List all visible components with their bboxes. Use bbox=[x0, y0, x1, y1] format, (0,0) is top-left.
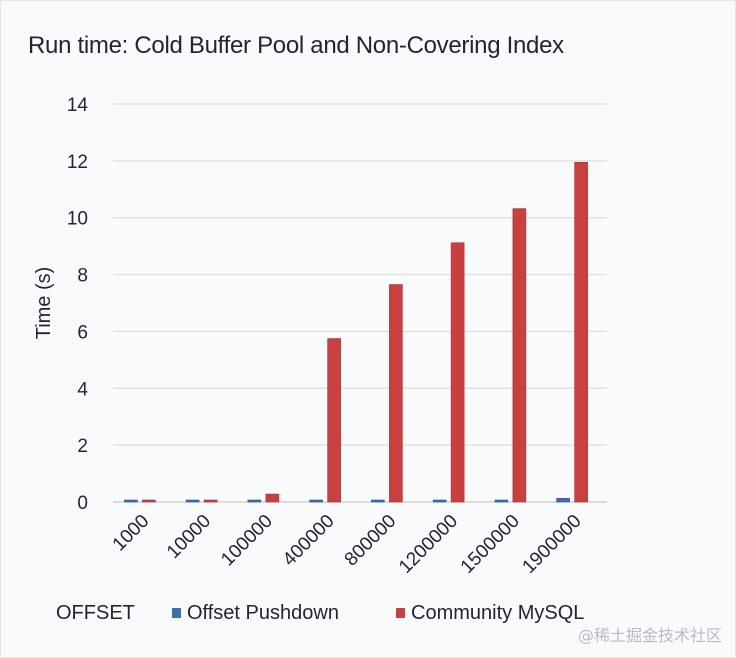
bar-offset-pushdown bbox=[309, 499, 323, 503]
legend-label: Community MySQL bbox=[411, 602, 585, 624]
y-tick-label: 8 bbox=[77, 266, 88, 287]
bar-offset-pushdown bbox=[124, 499, 138, 503]
bar-community-mysql bbox=[203, 499, 218, 503]
x-tick-label: 800000 bbox=[341, 511, 401, 571]
x-tick-label: 1200000 bbox=[395, 511, 462, 578]
bar-community-mysql bbox=[389, 284, 403, 503]
y-tick-label: 10 bbox=[67, 209, 88, 230]
bar-community-mysql bbox=[574, 161, 588, 503]
bar-community-mysql bbox=[142, 499, 156, 503]
y-axis-label: Time (s) bbox=[33, 267, 55, 340]
y-tick-label: 0 bbox=[77, 493, 88, 514]
y-tick-label: 12 bbox=[67, 152, 88, 173]
y-tick-label: 2 bbox=[77, 436, 88, 457]
bar-offset-pushdown bbox=[247, 499, 262, 503]
bar-community-mysql bbox=[265, 493, 280, 503]
bar-offset-pushdown bbox=[556, 498, 570, 503]
bar-offset-pushdown bbox=[494, 499, 509, 503]
legend-label: Offset Pushdown bbox=[187, 602, 339, 624]
x-tick-label: 10000 bbox=[163, 511, 215, 563]
bar-community-mysql bbox=[512, 208, 527, 503]
x-tick-label: 1900000 bbox=[519, 511, 586, 578]
bar-offset-pushdown bbox=[432, 499, 447, 503]
y-tick-label: 6 bbox=[77, 322, 88, 343]
x-tick-label: 1500000 bbox=[457, 511, 524, 578]
legend-swatch-offset-pushdown bbox=[172, 608, 181, 618]
bar-community-mysql bbox=[327, 338, 341, 503]
y-tick-label: 14 bbox=[67, 95, 89, 116]
watermark: @稀土掘金技术社区 bbox=[578, 626, 723, 645]
y-tick-label: 4 bbox=[77, 379, 88, 400]
chart-title: Run time: Cold Buffer Pool and Non-Cover… bbox=[28, 32, 564, 59]
x-tick-label: 1000 bbox=[109, 511, 154, 556]
bar-community-mysql bbox=[450, 242, 465, 503]
x-tick-label: 100000 bbox=[217, 511, 277, 571]
legend-swatch-community-mysql bbox=[396, 608, 405, 618]
legend-item-offset-pushdown: Offset Pushdown bbox=[172, 602, 339, 625]
x-tick-label: 400000 bbox=[279, 511, 339, 571]
bar-offset-pushdown bbox=[371, 499, 385, 503]
bar-offset-pushdown bbox=[185, 499, 200, 503]
x-axis-label: OFFSET bbox=[56, 602, 135, 624]
legend-item-community-mysql: Community MySQL bbox=[396, 602, 584, 625]
